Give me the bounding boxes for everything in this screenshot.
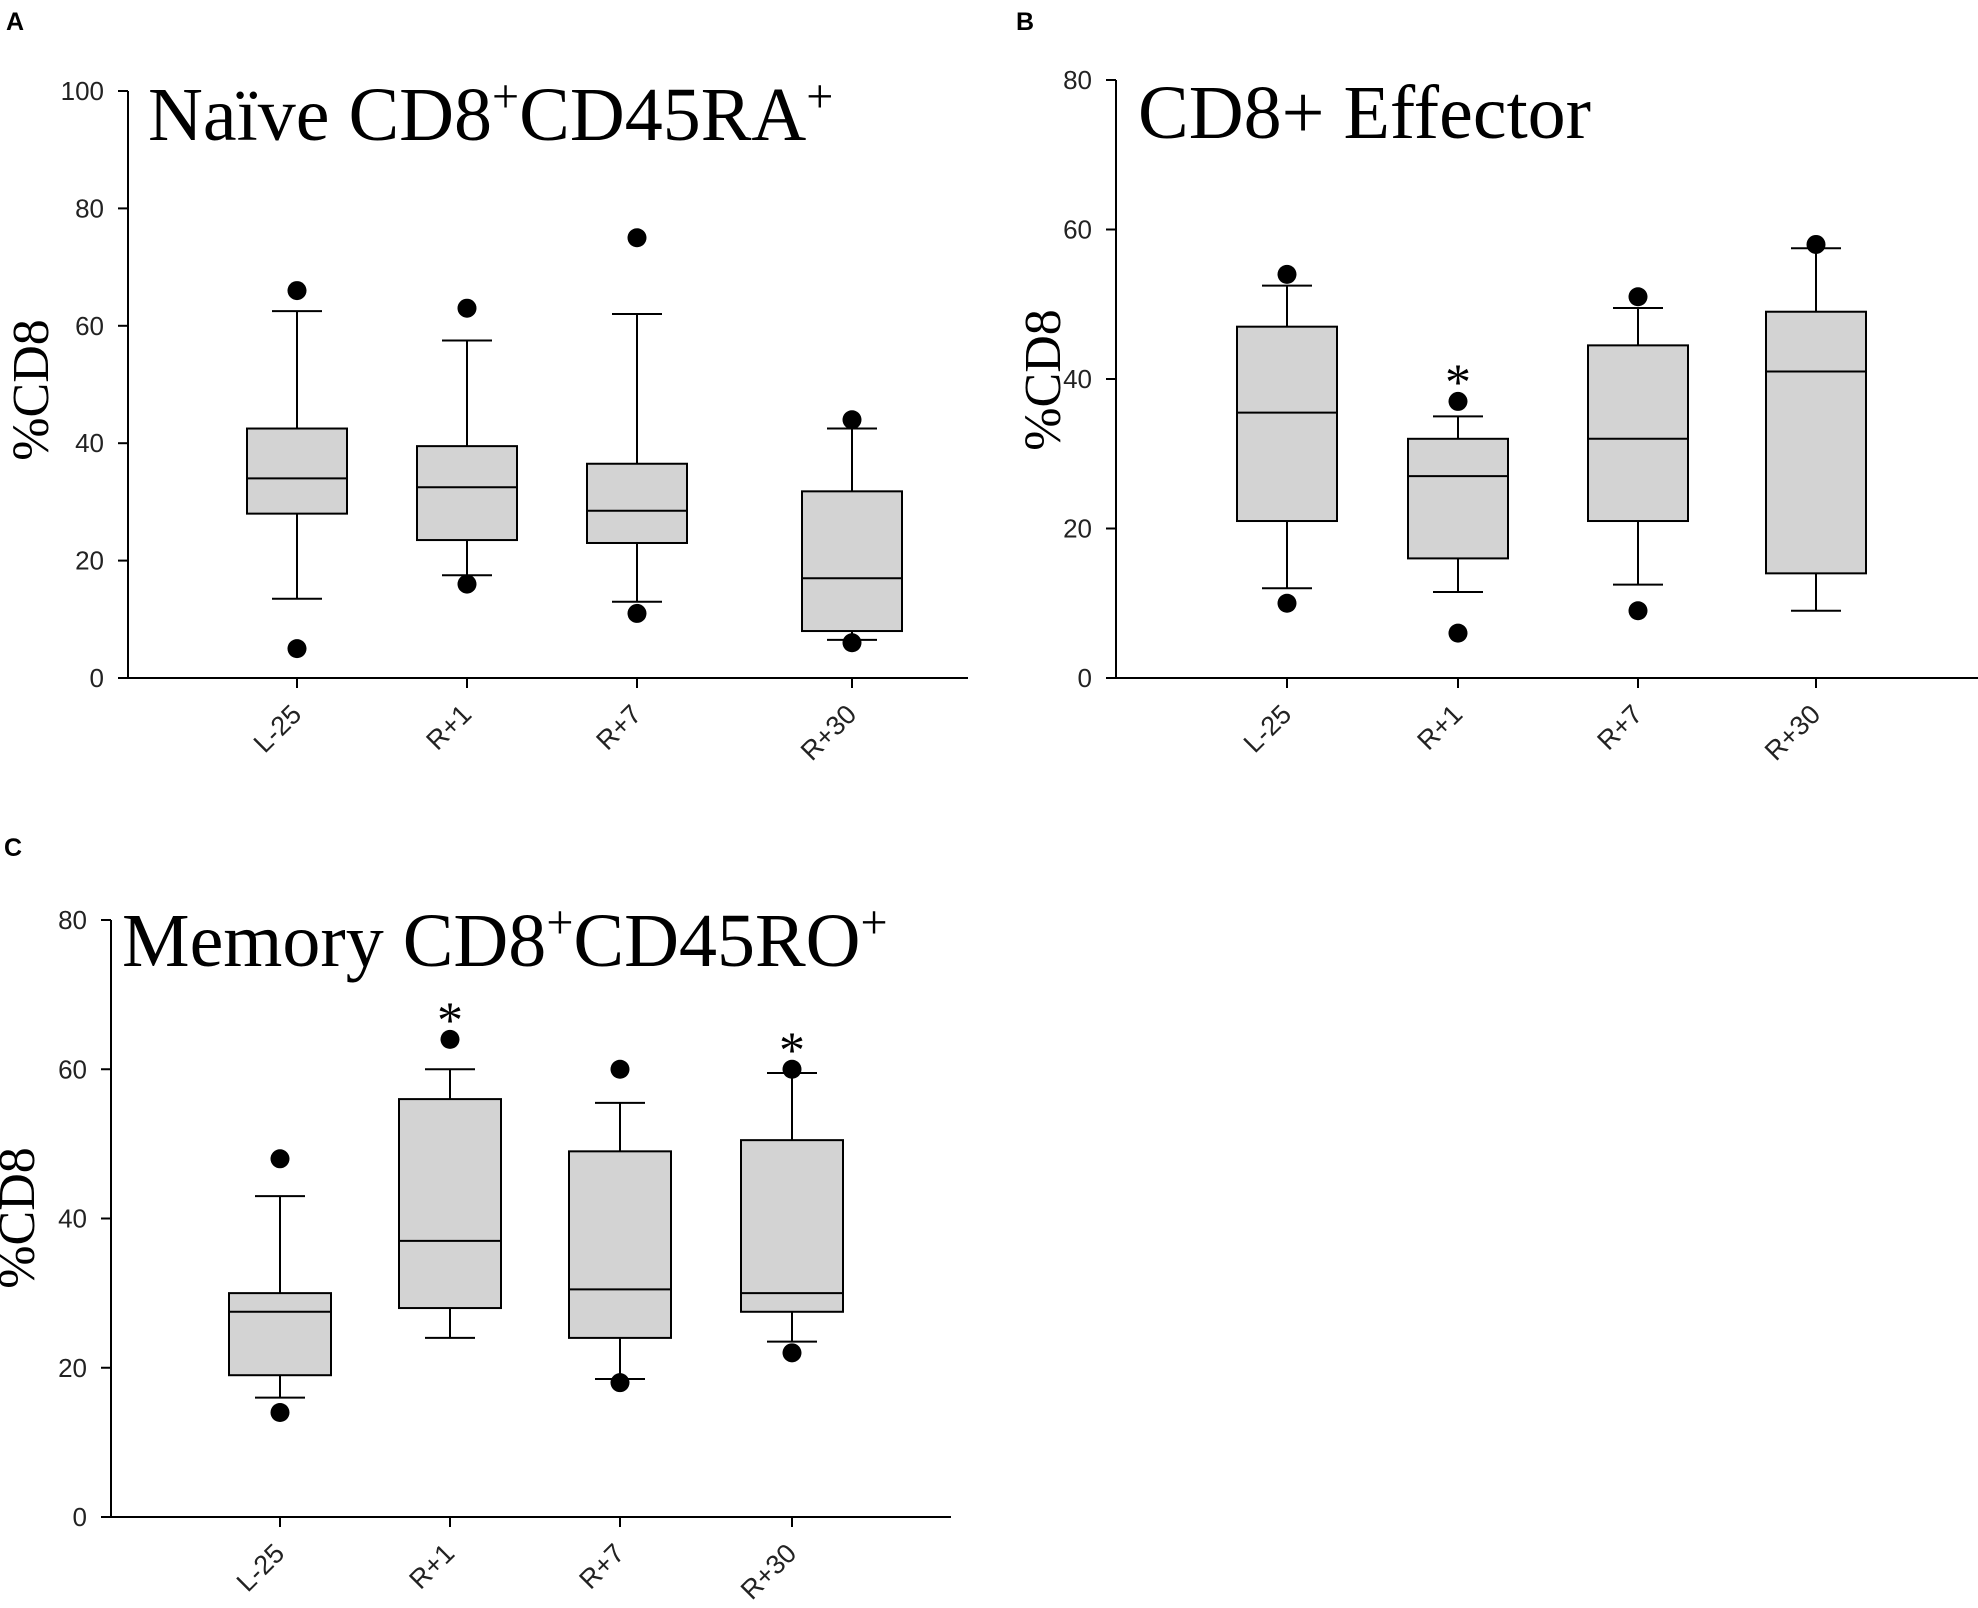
box bbox=[398, 1098, 502, 1310]
outlier-point bbox=[440, 1029, 460, 1049]
significance-marker: * bbox=[779, 1022, 805, 1079]
y-tick-label: 20 bbox=[1063, 514, 1092, 544]
outlier-point bbox=[842, 410, 862, 430]
x-tick-label: L-25 bbox=[231, 1538, 290, 1597]
y-tick-label: 20 bbox=[58, 1353, 87, 1383]
box bbox=[1236, 325, 1338, 523]
outlier-point bbox=[1277, 593, 1297, 613]
y-tick-label: 0 bbox=[1078, 663, 1092, 693]
panel-b: B CD8+ Effector %CD8 0 20 40 60 80 L-25 R+1 * R+… bbox=[1015, 8, 1978, 766]
x-tick-label: R+1 bbox=[420, 699, 477, 756]
box bbox=[246, 427, 348, 515]
outlier-point bbox=[1628, 287, 1648, 307]
significance-marker: * bbox=[1445, 354, 1471, 411]
panel-letter: A bbox=[6, 8, 24, 36]
box bbox=[1587, 344, 1689, 523]
y-axis-label: %CD8 bbox=[1015, 309, 1072, 451]
y-tick-label: 80 bbox=[75, 193, 104, 223]
x-tick-label: R+1 bbox=[1411, 699, 1468, 756]
outlier-point bbox=[457, 574, 477, 594]
outlier-point bbox=[287, 639, 307, 659]
y-tick-label: 80 bbox=[58, 905, 87, 935]
x-tick-label: R+30 bbox=[1759, 699, 1826, 766]
x-tick-label: R+1 bbox=[403, 1538, 460, 1595]
y-tick-label: 40 bbox=[1063, 364, 1092, 394]
outlier-point bbox=[1277, 264, 1297, 284]
y-tick-label: 80 bbox=[1063, 65, 1092, 95]
outlier-point bbox=[457, 298, 477, 318]
y-tick-label: 0 bbox=[90, 663, 104, 693]
panel-letter: C bbox=[4, 834, 22, 862]
box bbox=[568, 1150, 672, 1339]
outlier-point bbox=[842, 633, 862, 653]
outlier-point bbox=[610, 1373, 630, 1393]
box bbox=[416, 445, 518, 542]
outlier-point bbox=[270, 1149, 290, 1169]
x-tick-label: L-25 bbox=[248, 699, 307, 758]
outlier-point bbox=[1448, 391, 1468, 411]
box bbox=[740, 1139, 844, 1313]
x-tick-label: R+7 bbox=[573, 1538, 630, 1595]
y-axis-label: %CD8 bbox=[3, 319, 60, 461]
y-tick-label: 60 bbox=[75, 311, 104, 341]
x-tick-label: R+30 bbox=[735, 1538, 802, 1605]
outlier-point bbox=[287, 281, 307, 301]
chart-title: CD8+ Effector bbox=[1138, 71, 1591, 155]
outlier-point bbox=[1628, 601, 1648, 621]
panel-c: C Memory CD8+CD45RO+ %CD8 0 20 40 60 80 L-25 R… bbox=[0, 834, 951, 1605]
box bbox=[801, 490, 903, 633]
x-tick-label: R+30 bbox=[795, 699, 862, 766]
outlier-point bbox=[782, 1343, 802, 1363]
panel-a: A Naïve CD8+CD45RA+ %CD8 0 20 40 60 80 100 L-2… bbox=[3, 8, 968, 766]
outlier-point bbox=[1806, 234, 1826, 254]
box bbox=[228, 1292, 332, 1377]
y-tick-label: 60 bbox=[58, 1054, 87, 1084]
box bbox=[1407, 437, 1509, 560]
x-tick-label: L-25 bbox=[1238, 699, 1297, 758]
y-axis-label: %CD8 bbox=[0, 1147, 46, 1289]
outlier-point bbox=[782, 1059, 802, 1079]
outlier-point bbox=[627, 228, 647, 248]
outlier-point bbox=[610, 1059, 630, 1079]
y-tick-label: 40 bbox=[58, 1204, 87, 1234]
y-tick-label: 100 bbox=[61, 76, 104, 106]
significance-marker: * bbox=[437, 992, 463, 1049]
outlier-point bbox=[270, 1403, 290, 1423]
y-tick-label: 20 bbox=[75, 546, 104, 576]
chart-title: Memory CD8+CD45RO+ bbox=[122, 896, 888, 983]
outlier-point bbox=[1448, 623, 1468, 643]
x-tick-label: R+7 bbox=[1591, 699, 1648, 756]
panel-letter: B bbox=[1016, 8, 1034, 36]
box bbox=[1765, 310, 1867, 575]
outlier-point bbox=[627, 603, 647, 623]
x-tick-label: R+7 bbox=[590, 699, 647, 756]
chart-title: Naïve CD8+CD45RA+ bbox=[148, 70, 833, 157]
y-tick-label: 0 bbox=[73, 1502, 87, 1532]
box bbox=[586, 462, 688, 544]
y-tick-label: 40 bbox=[75, 428, 104, 458]
y-tick-label: 60 bbox=[1063, 215, 1092, 245]
